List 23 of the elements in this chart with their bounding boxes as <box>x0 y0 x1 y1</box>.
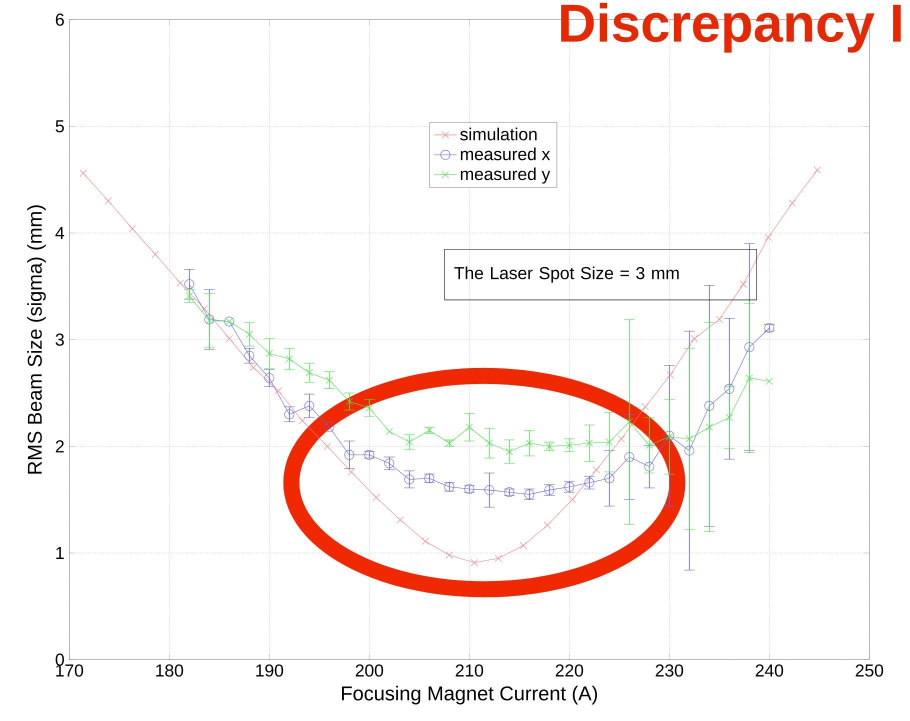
legend-label: simulation <box>460 128 537 140</box>
x-tick-label: 230 <box>656 664 684 677</box>
y-tick-label: 1 <box>56 547 64 559</box>
x-tick-label: 220 <box>556 664 584 677</box>
x-tick-label: 200 <box>356 664 384 677</box>
x-tick-label: 190 <box>256 664 284 677</box>
y-tick-label: 3 <box>56 334 64 346</box>
x-tick-label: 170 <box>56 664 84 677</box>
x-tick-label: 250 <box>856 664 884 677</box>
x-tick-label: 240 <box>756 664 784 677</box>
x-axis-title: Focusing Magnet Current (A) <box>342 686 597 704</box>
y-tick-label: 2 <box>56 440 64 452</box>
y-tick-label: 0 <box>56 654 64 666</box>
legend-label: measured y <box>460 167 550 184</box>
legend-label: measured x <box>460 148 550 160</box>
chart-title: Discrepancy I <box>561 2 901 53</box>
y-tick-label: 4 <box>55 227 64 239</box>
x-tick-label: 210 <box>456 664 484 677</box>
y-axis-title: RMS Beam Size (sigma) (mm) <box>27 205 46 474</box>
annotation: The Laser Spot Size = 3 mm <box>454 266 679 283</box>
y-tick-label: 5 <box>56 120 64 132</box>
y-tick-label: 6 <box>56 14 64 26</box>
x-tick-label: 180 <box>156 664 184 677</box>
